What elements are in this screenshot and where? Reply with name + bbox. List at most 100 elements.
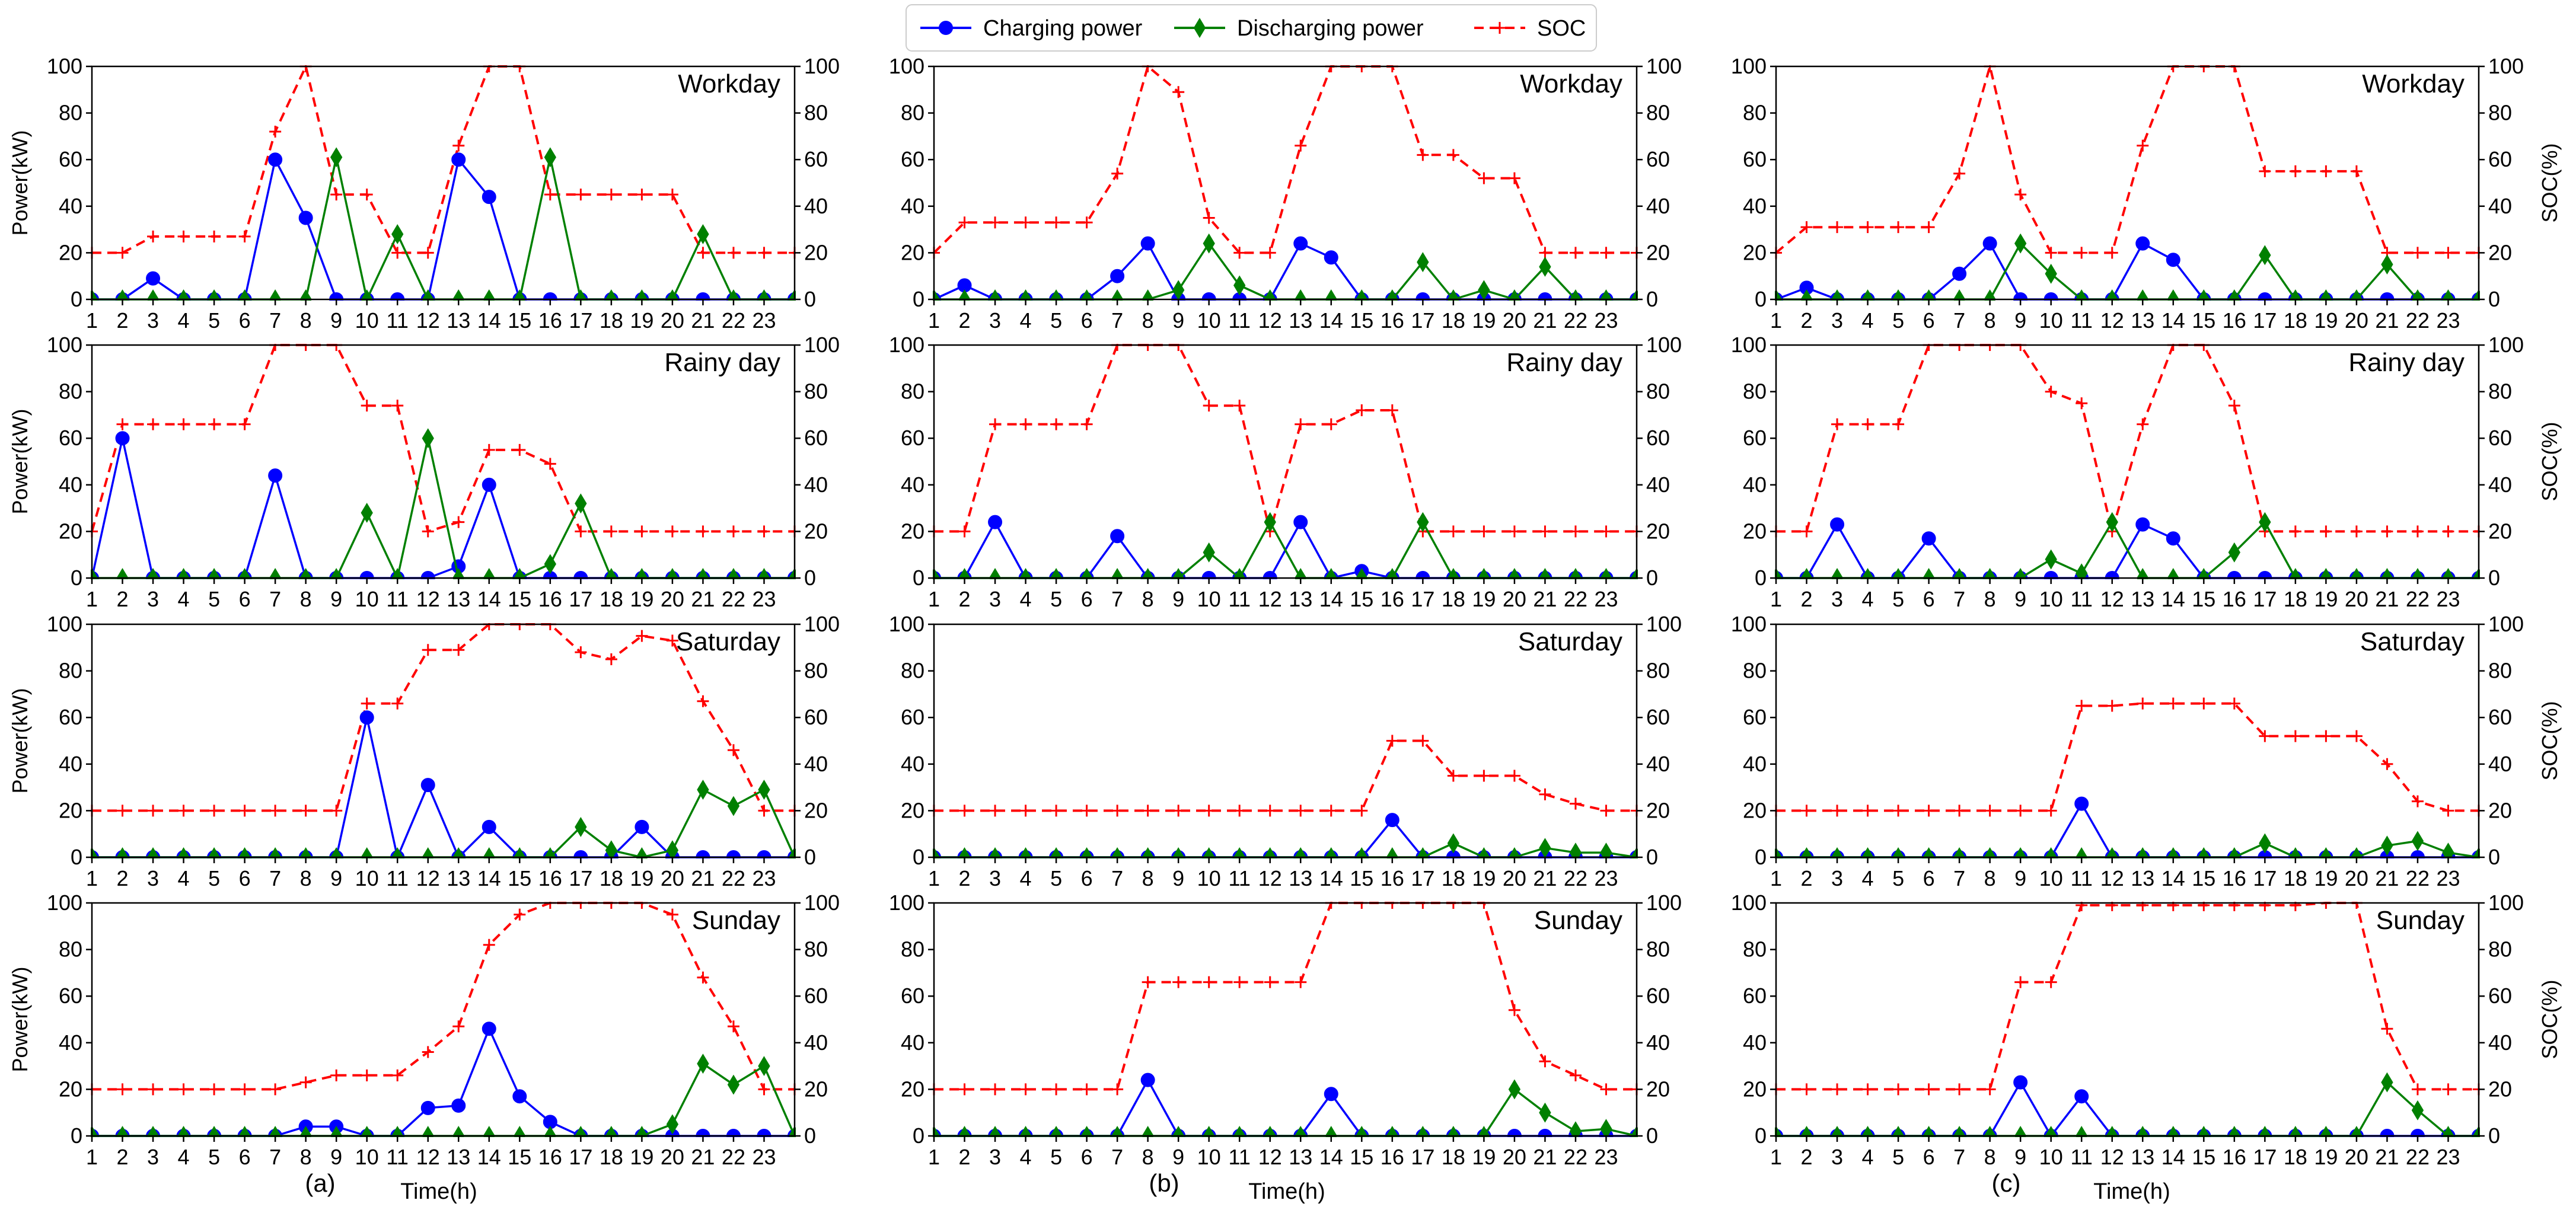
column-label-0: (a) — [305, 1169, 335, 1197]
point-soc — [989, 216, 1002, 229]
x-tick-label: 22 — [2406, 308, 2430, 333]
point-soc — [208, 1083, 221, 1096]
x-tick-label: 8 — [300, 1145, 312, 1169]
x-tick-label: 6 — [239, 587, 251, 611]
point-charging — [512, 1089, 527, 1104]
x-tick-label: 19 — [630, 866, 653, 890]
point-soc — [989, 805, 1002, 817]
point-discharging — [1264, 289, 1276, 301]
x-tick-label: 2 — [117, 1145, 129, 1169]
point-discharging — [391, 1126, 404, 1137]
point-soc — [1417, 735, 1429, 747]
panel-series — [933, 735, 1638, 858]
point-charging — [1952, 266, 1967, 281]
point-discharging — [636, 1126, 648, 1137]
x-tick-label: 9 — [2014, 587, 2026, 611]
point-soc — [1325, 805, 1337, 817]
series-discharging — [92, 1062, 796, 1137]
point-discharging — [666, 1114, 679, 1135]
point-soc — [544, 189, 556, 201]
x-tick-label: 22 — [1564, 866, 1587, 890]
series-soc — [934, 902, 1637, 1091]
x-tick-label: 10 — [2039, 866, 2063, 890]
point-discharging — [575, 493, 587, 514]
point-discharging — [1800, 568, 1813, 579]
x-tick-label: 18 — [1442, 587, 1465, 611]
point-discharging — [1508, 568, 1521, 579]
series-charging — [92, 1027, 795, 1137]
x-tick-label: 12 — [1258, 308, 1282, 333]
x-tick-label: 20 — [2345, 1145, 2368, 1169]
point-soc — [2442, 247, 2454, 259]
y-tick-label-right: 80 — [1646, 937, 1670, 962]
point-soc — [1800, 221, 1813, 234]
series-charging — [1776, 802, 2479, 858]
point-discharging — [1539, 568, 1551, 579]
point-soc — [391, 247, 404, 259]
x-tick-label: 15 — [1350, 866, 1373, 890]
point-soc — [2106, 700, 2118, 712]
point-soc — [2289, 525, 2301, 538]
x-axis-label-2: Time(h) — [2093, 1179, 2170, 1204]
point-soc — [2411, 525, 2424, 538]
point-discharging — [330, 147, 343, 168]
point-soc — [1264, 976, 1276, 988]
point-discharging — [2381, 1072, 2393, 1093]
series-soc — [92, 65, 795, 254]
point-discharging — [238, 1126, 251, 1137]
point-discharging — [208, 1126, 221, 1137]
point-discharging — [116, 1126, 129, 1137]
x-tick-label: 5 — [1050, 866, 1062, 890]
point-discharging — [1325, 289, 1337, 301]
x-tick-label: 4 — [1862, 866, 1874, 890]
panel-tag: Sunday — [1534, 906, 1622, 935]
point-discharging — [391, 847, 404, 858]
x-tick-label: 14 — [2161, 308, 2185, 333]
point-soc — [2228, 697, 2240, 710]
point-discharging — [2167, 289, 2179, 301]
x-tick-label: 4 — [1862, 1145, 1874, 1169]
point-soc — [1478, 172, 1490, 184]
x-tick-label: 22 — [1564, 1145, 1587, 1169]
point-discharging — [2137, 847, 2149, 858]
point-discharging — [958, 289, 971, 301]
point-soc — [2137, 139, 2149, 152]
x-tick-label: 20 — [2345, 866, 2368, 890]
point-soc — [1600, 1083, 1612, 1096]
point-discharging — [146, 1126, 160, 1137]
point-discharging — [989, 1126, 1002, 1137]
point-soc — [2259, 165, 2271, 177]
point-soc — [1019, 216, 1032, 229]
y-tick-label-left: 40 — [1743, 473, 1767, 497]
x-tick-label: 7 — [1111, 587, 1123, 611]
point-discharging — [238, 289, 251, 301]
y-tick-label-left: 0 — [71, 845, 82, 869]
y-tick-label-right: 20 — [2488, 1077, 2512, 1101]
point-soc — [1111, 805, 1124, 817]
point-soc — [1386, 404, 1398, 417]
point-soc — [116, 1083, 129, 1096]
y-tick-label-left: 100 — [889, 54, 924, 78]
point-discharging — [1019, 847, 1032, 858]
y-tick-label-right: 80 — [1646, 659, 1670, 683]
point-discharging — [1923, 1126, 1935, 1137]
point-discharging — [452, 847, 465, 858]
point-soc — [1478, 770, 1490, 782]
point-soc — [1295, 805, 1307, 817]
y-tick-label-left: 20 — [59, 1077, 82, 1101]
point-discharging — [1831, 1126, 1844, 1137]
y-tick-label-right: 100 — [2488, 54, 2524, 78]
point-soc — [2411, 795, 2424, 807]
point-discharging — [2137, 1126, 2149, 1137]
point-discharging — [1539, 1102, 1551, 1123]
x-axis-label-0: Time(h) — [400, 1179, 477, 1204]
x-tick-label: 14 — [477, 1145, 501, 1169]
point-charging — [1982, 236, 1997, 251]
point-discharging — [958, 847, 971, 858]
point-charging — [1293, 236, 1308, 251]
x-tick-label: 2 — [117, 866, 129, 890]
x-tick-label: 5 — [208, 308, 220, 333]
x-tick-label: 9 — [1172, 866, 1184, 890]
